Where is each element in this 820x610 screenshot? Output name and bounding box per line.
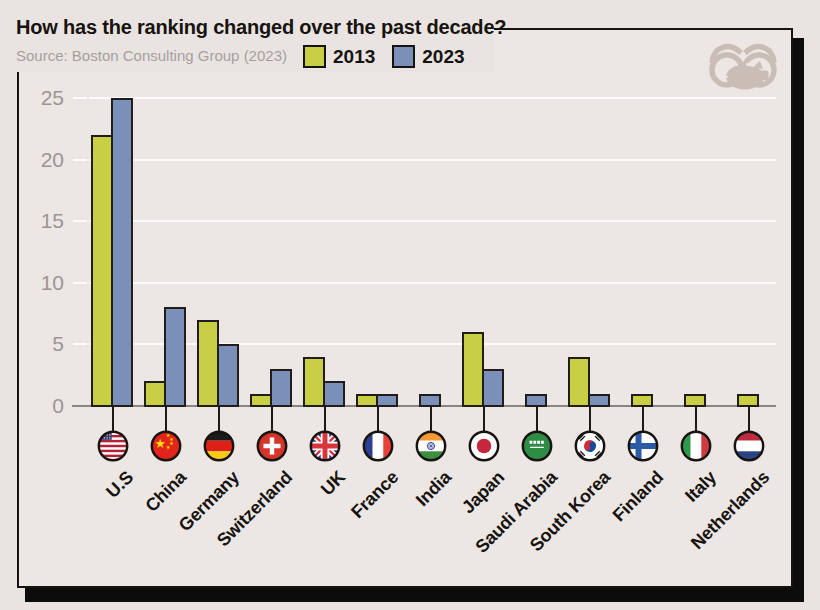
flag-sa-icon	[521, 430, 553, 462]
flag-it-icon	[680, 430, 712, 462]
flag-fi-icon	[627, 430, 659, 462]
flag-fr-icon	[362, 430, 394, 462]
bar-2013-kr	[568, 357, 590, 407]
svg-text:★: ★	[154, 436, 165, 451]
flag-stem	[589, 406, 591, 433]
flag-stem	[695, 406, 697, 433]
y-tick-mark	[73, 282, 87, 284]
legend-swatch-2023	[392, 45, 415, 68]
bar-2013-fr	[356, 394, 378, 407]
bar-2023-cn	[164, 307, 186, 407]
bar-2013-us	[91, 135, 113, 407]
flag-cn-icon: ★★★★★	[150, 430, 182, 462]
flag-jp-icon	[468, 430, 500, 462]
bar-2023-kr	[588, 394, 610, 407]
chart-legend: 2013 2023	[303, 45, 465, 68]
y-tick-mark	[73, 159, 87, 161]
bar-2013-jp	[462, 332, 484, 407]
gridline	[89, 282, 776, 284]
infographic-page: 0510152025U.S★★★★★ChinaGermanySwitzerlan…	[0, 0, 820, 610]
y-tick-label: 25	[14, 86, 64, 110]
gridline	[89, 220, 776, 222]
y-tick-label: 15	[14, 209, 64, 233]
flag-us-icon	[97, 430, 129, 462]
flag-stem	[112, 406, 114, 433]
bar-2023-gb	[323, 381, 345, 407]
flag-in-icon	[415, 430, 447, 462]
legend-label-2023: 2023	[422, 46, 464, 68]
bar-2023-fr	[376, 394, 398, 407]
y-tick-mark	[73, 220, 87, 222]
bar-2023-de	[217, 344, 239, 407]
gridline	[89, 343, 776, 345]
gridline	[89, 97, 776, 99]
y-tick-mark	[73, 343, 87, 345]
flag-stem	[483, 406, 485, 433]
flag-stem	[165, 406, 167, 433]
legend-swatch-2013	[303, 45, 326, 68]
flag-stem	[536, 406, 538, 433]
bar-chart-plot: 0510152025U.S★★★★★ChinaGermanySwitzerlan…	[0, 0, 820, 610]
bar-2013-cn	[144, 381, 166, 407]
source-caption: Source: Boston Consulting Group (2023)	[16, 47, 287, 64]
flag-stem	[430, 406, 432, 433]
flag-nl-icon	[733, 430, 765, 462]
flag-stem	[271, 406, 273, 433]
flag-ch-icon	[256, 430, 288, 462]
flag-stem	[218, 406, 220, 433]
binoculars-piggybank-logo	[703, 36, 783, 96]
flag-gb-icon	[309, 430, 341, 462]
flag-stem	[377, 406, 379, 433]
bar-2023-jp	[482, 369, 504, 407]
svg-text:★: ★	[166, 444, 171, 450]
y-tick-mark	[73, 97, 87, 99]
flag-stem	[748, 406, 750, 433]
chart-title: How has the ranking changed over the pas…	[16, 16, 494, 39]
flag-kr-icon	[574, 430, 606, 462]
flag-de-icon	[203, 430, 235, 462]
y-tick-label: 20	[14, 148, 64, 172]
y-tick-label: 5	[14, 332, 64, 356]
gridline	[89, 159, 776, 161]
flag-stem	[642, 406, 644, 433]
bar-2023-us	[111, 98, 133, 407]
y-tick-label: 10	[14, 271, 64, 295]
bar-2013-de	[197, 320, 219, 407]
flag-stem	[324, 406, 326, 433]
bar-2023-ch	[270, 369, 292, 407]
bar-2013-gb	[303, 357, 325, 407]
legend-label-2013: 2013	[333, 46, 375, 68]
y-tick-label: 0	[14, 394, 64, 418]
bar-2013-ch	[250, 394, 272, 407]
